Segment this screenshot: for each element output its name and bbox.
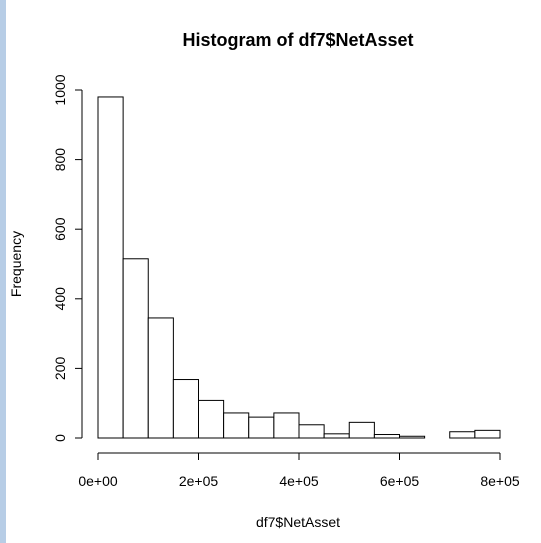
x-axis-label: df7$NetAsset — [256, 514, 340, 530]
x-tick-label-4: 8e+05 — [480, 473, 520, 489]
histogram-bar-5 — [223, 412, 250, 439]
y-tick-label-2: 400 — [52, 287, 68, 311]
histogram-bar-11 — [373, 434, 400, 439]
chart-title: Histogram of df7$NetAsset — [182, 30, 413, 50]
window-edge-strip — [0, 0, 6, 543]
x-axis: 0e+00 2e+05 4e+05 6e+05 8e+05 — [78, 452, 520, 489]
histogram-bar-0 — [97, 96, 124, 439]
histogram-bar-7 — [273, 412, 300, 439]
histogram-bar-8 — [298, 424, 325, 439]
histogram-bar-6 — [248, 416, 275, 439]
histogram-bar-1 — [122, 258, 149, 439]
histogram-bar-15 — [474, 429, 501, 439]
x-tick-label-2: 4e+05 — [279, 473, 319, 489]
y-axis-label: Frequency — [8, 231, 24, 297]
bars-group — [97, 96, 501, 439]
x-tick-label-1: 2e+05 — [179, 473, 219, 489]
histogram-bar-10 — [348, 421, 375, 439]
y-tick-label-5: 1000 — [52, 74, 68, 105]
y-axis: 0 200 400 600 800 1000 — [52, 74, 83, 442]
y-tick-label-1: 200 — [52, 357, 68, 381]
histogram-bar-4 — [198, 399, 225, 439]
y-tick-label-0: 0 — [52, 434, 68, 442]
y-tick-label-4: 800 — [52, 148, 68, 172]
x-tick-label-0: 0e+00 — [78, 473, 118, 489]
histogram-bar-14 — [449, 431, 476, 439]
y-tick-label-3: 600 — [52, 217, 68, 241]
histogram-bar-9 — [323, 433, 350, 439]
x-tick-label-3: 6e+05 — [380, 473, 420, 489]
histogram-bar-2 — [147, 317, 174, 439]
histogram-bar-12 — [399, 435, 426, 439]
histogram-bar-3 — [172, 379, 199, 439]
